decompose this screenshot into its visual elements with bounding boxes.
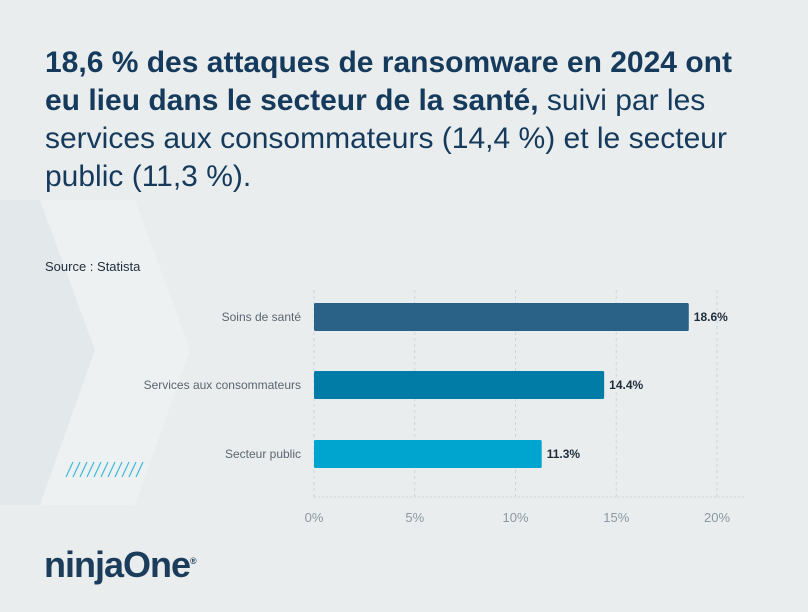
bar — [314, 371, 605, 399]
category-label: Soins de santé — [222, 310, 302, 324]
x-tick-label: 10% — [502, 510, 528, 525]
hatch-decoration — [65, 461, 144, 478]
bar — [314, 440, 542, 468]
x-tick-label: 0% — [305, 510, 324, 525]
ninjaone-logo: ninjaOne® — [44, 544, 197, 586]
data-label: 18.6% — [694, 310, 728, 324]
source-note: Source : Statista — [45, 259, 141, 274]
x-tick-label: 15% — [603, 510, 629, 525]
x-tick-label: 20% — [704, 510, 730, 525]
x-tick-label: 5% — [405, 510, 424, 525]
data-label: 11.3% — [547, 447, 581, 461]
headline-bold: 18,6 % des attaques de ransomware en 202… — [45, 46, 732, 117]
logo-registered-mark: ® — [190, 556, 197, 566]
data-label: 14.4% — [609, 378, 643, 392]
headline-regular: suivi par les services aux consommateurs… — [45, 84, 727, 193]
bar — [314, 303, 689, 331]
category-label: Secteur public — [225, 447, 301, 461]
logo-text: ninjaOne — [44, 544, 191, 585]
category-label: Services aux consommateurs — [144, 378, 301, 392]
headline: 18,6 % des attaques de ransomware en 202… — [45, 44, 765, 196]
